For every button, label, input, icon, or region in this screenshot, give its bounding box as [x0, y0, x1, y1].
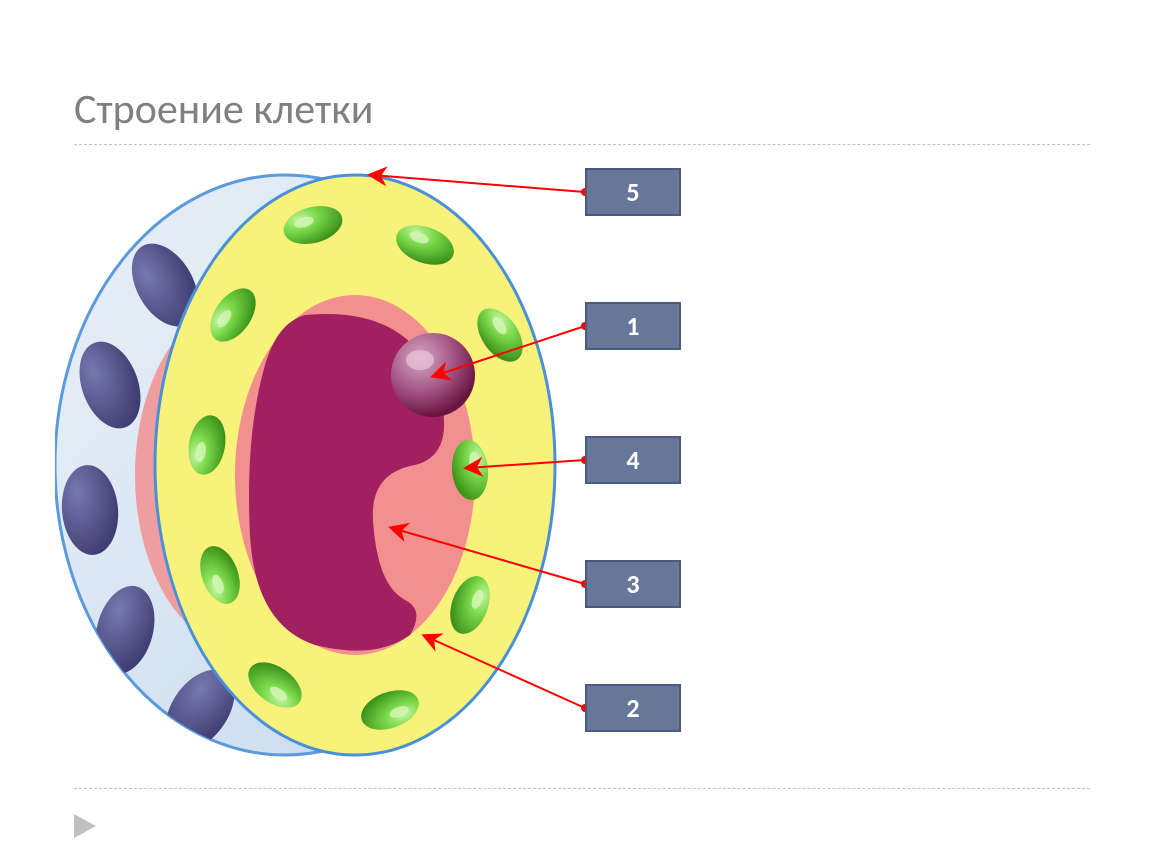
page-title: Строение клетки [74, 84, 373, 135]
nucleolus [391, 333, 475, 417]
label-text: 4 [626, 444, 639, 476]
label-box-1: 1 [585, 302, 681, 350]
label-text: 2 [626, 692, 639, 724]
label-box-3: 3 [585, 560, 681, 608]
label-text: 5 [626, 176, 639, 208]
label-box-5: 5 [585, 168, 681, 216]
label-box-2: 2 [585, 684, 681, 732]
label-box-4: 4 [585, 436, 681, 484]
label-text: 3 [626, 568, 639, 600]
nav-triangle-icon [74, 814, 96, 838]
divider-top [74, 144, 1090, 145]
label-text: 1 [626, 310, 639, 342]
